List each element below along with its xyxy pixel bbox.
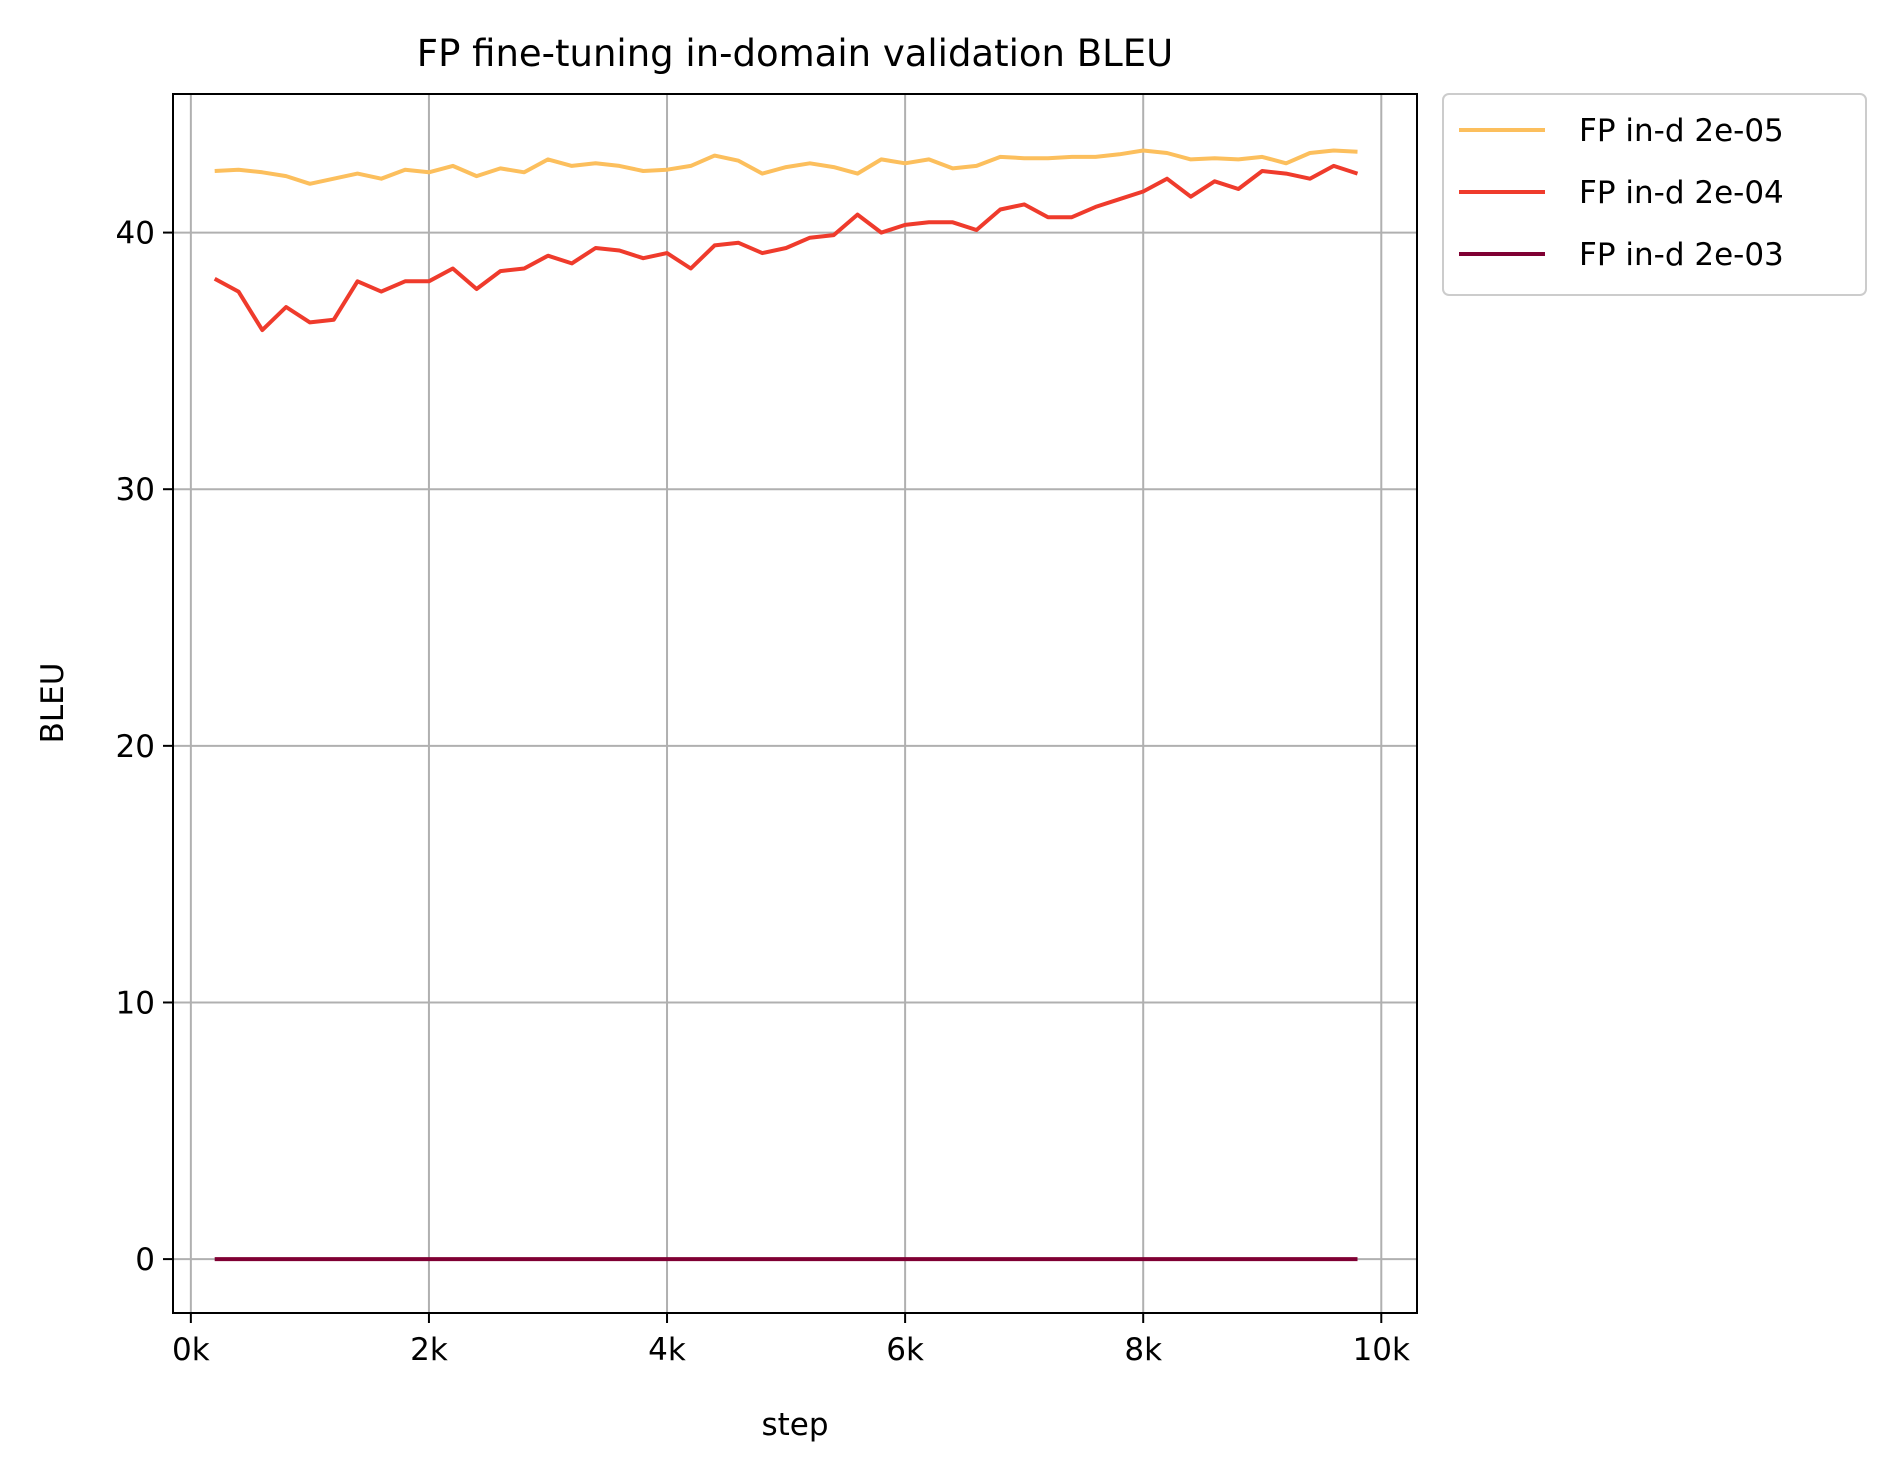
x-axis-label: step <box>761 1407 828 1443</box>
x-tick-label: 4k <box>648 1332 686 1368</box>
chart-title: FP fine-tuning in-domain validation BLEU <box>417 32 1173 75</box>
series-line-2 <box>213 163 1359 333</box>
y-tick-label: 10 <box>116 985 155 1021</box>
y-tick-label: 0 <box>135 1242 155 1278</box>
legend: FP in-d 2e-05 FP in-d 2e-04 FP in-d 2e-03 <box>1442 93 1867 296</box>
x-tick-label: 8k <box>1124 1332 1162 1368</box>
ticks: 0k 2k 4k 6k 8k 10k 0 10 20 30 40 <box>116 216 1410 1368</box>
series-layer <box>213 148 1359 1262</box>
legend-entry-label: FP in-d 2e-04 <box>1579 175 1784 211</box>
y-tick-label: 30 <box>116 472 155 508</box>
legend-entry-label: FP in-d 2e-03 <box>1579 237 1784 273</box>
plot-frame <box>172 93 1418 1314</box>
series-line-1 <box>214 148 1358 186</box>
y-axis-label: BLEU <box>35 663 71 744</box>
legend-entry-label: FP in-d 2e-05 <box>1579 113 1784 149</box>
x-tick-label: 0k <box>172 1332 210 1368</box>
x-tick-label: 2k <box>410 1332 448 1368</box>
grid <box>173 94 1417 1313</box>
x-tick-label: 10k <box>1353 1332 1410 1368</box>
legend-frame <box>1442 93 1867 296</box>
x-tick-label: 6k <box>886 1332 924 1368</box>
y-tick-label: 20 <box>116 729 155 765</box>
y-tick-label: 40 <box>116 216 155 252</box>
